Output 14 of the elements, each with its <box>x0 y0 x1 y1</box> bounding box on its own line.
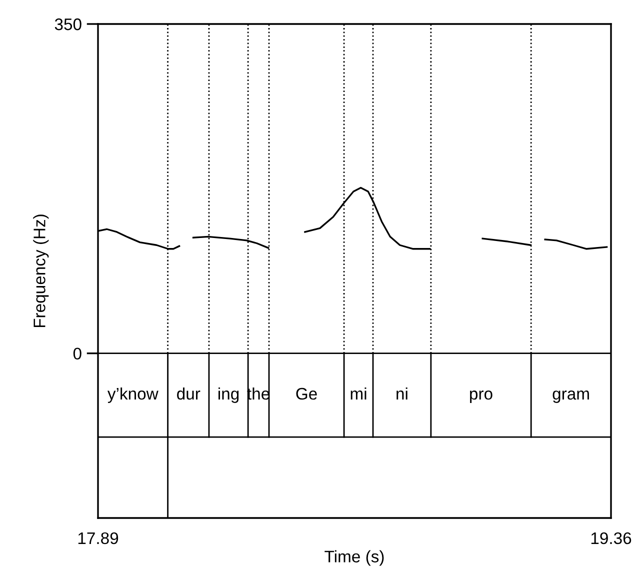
annotation: Ge <box>296 388 317 400</box>
y-tick-label: 350 <box>54 18 82 30</box>
annotation: y’know <box>107 387 158 403</box>
y-tick-label: 0 <box>73 348 82 360</box>
annotation: dur <box>177 387 200 400</box>
x-tick-label: 17.89 <box>78 532 118 544</box>
annotation: mi <box>350 387 366 400</box>
annotation: gram <box>552 390 589 403</box>
y-axis-title: Frequency (Hz) <box>33 214 49 328</box>
annotation: pro <box>470 390 492 403</box>
x-tick-label: 19.36 <box>591 532 632 544</box>
x-axis-title: Time (s) <box>324 550 384 566</box>
annotation: ni <box>396 387 408 400</box>
annotation: ing <box>218 387 239 403</box>
